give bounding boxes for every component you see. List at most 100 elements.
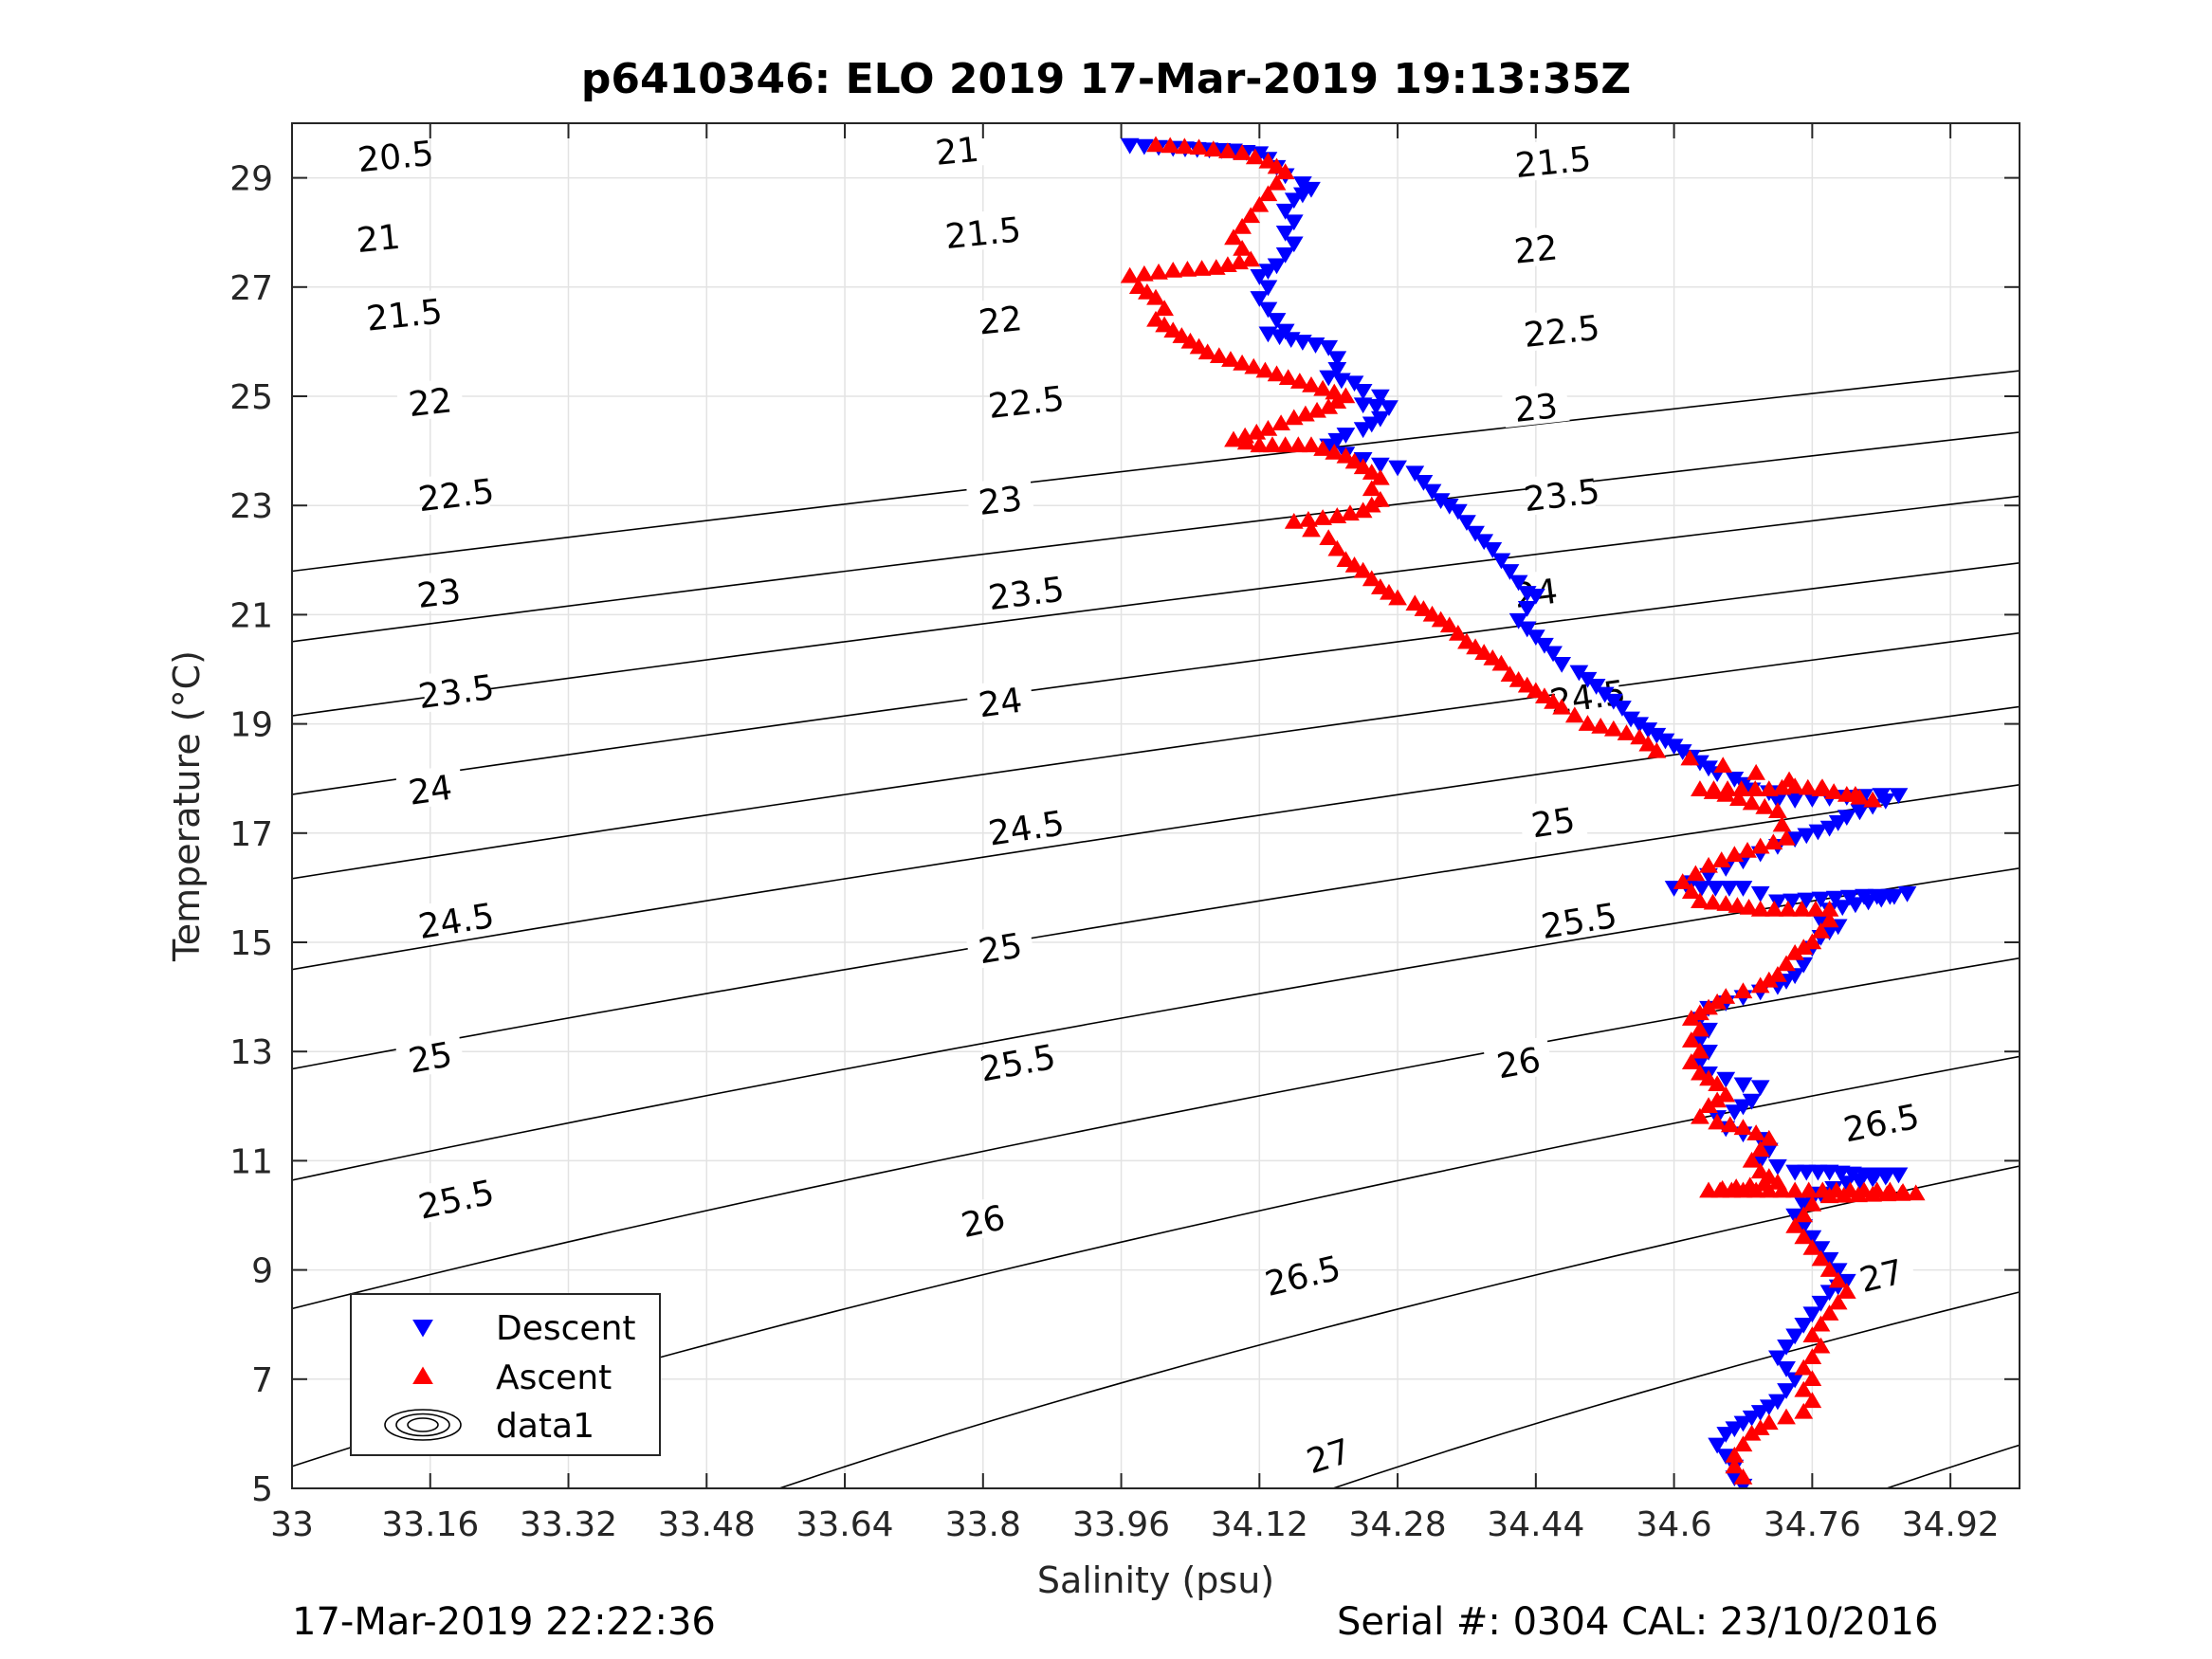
legend-label-data1: data1 bbox=[496, 1407, 594, 1446]
ascent-marker bbox=[1302, 436, 1321, 453]
ascent-marker bbox=[1828, 1293, 1848, 1310]
x-tick-label: 34.12 bbox=[1211, 1505, 1308, 1544]
descent-marker bbox=[1292, 335, 1312, 351]
isopycnal-label-bg bbox=[1291, 1426, 1365, 1482]
ascent-marker bbox=[1708, 1113, 1728, 1130]
ascent-marker bbox=[1146, 136, 1165, 153]
isopycnal-label: 25 bbox=[976, 926, 1025, 972]
descent-marker bbox=[1344, 375, 1364, 392]
ascent-marker bbox=[1819, 911, 1839, 928]
legend-label-descent: Descent bbox=[496, 1309, 636, 1348]
ascent-marker bbox=[1780, 771, 1799, 788]
ascent-marker bbox=[1772, 815, 1792, 832]
ascent-marker bbox=[1284, 512, 1304, 529]
ascent-marker bbox=[1711, 851, 1731, 867]
descent-marker bbox=[1716, 1427, 1736, 1443]
isopycnal-label-bg bbox=[992, 377, 1061, 423]
ascent-marker bbox=[1794, 1228, 1814, 1245]
ascent-marker bbox=[1258, 185, 1278, 202]
ascent-marker bbox=[1691, 1020, 1709, 1037]
descent-marker bbox=[1552, 656, 1572, 673]
ascent-marker bbox=[1319, 529, 1339, 546]
y-tick-label: 25 bbox=[229, 378, 273, 417]
descent-marker bbox=[1267, 313, 1287, 329]
descent-marker bbox=[1306, 337, 1325, 354]
isopycnal-label: 21 bbox=[934, 131, 981, 173]
isopycnal-label-bg bbox=[965, 677, 1035, 723]
ascent-marker bbox=[1163, 261, 1183, 278]
ascent-marker bbox=[1794, 1402, 1814, 1419]
ascent-marker bbox=[1128, 278, 1148, 295]
descent-marker bbox=[1120, 137, 1140, 155]
ascent-marker bbox=[1691, 780, 1709, 796]
ascent-marker bbox=[1258, 420, 1278, 436]
isopycnal-label-bg bbox=[1266, 1248, 1339, 1300]
descent-marker bbox=[1586, 679, 1606, 695]
descent-marker bbox=[1785, 1164, 1805, 1181]
descent-marker bbox=[1768, 1158, 1787, 1176]
isopycnal-label: 22 bbox=[1512, 228, 1560, 271]
isopycnal-label: 26 bbox=[1494, 1041, 1545, 1087]
ascent-marker bbox=[1189, 138, 1209, 155]
descent-marker bbox=[1863, 1171, 1883, 1188]
ascent-marker bbox=[1250, 436, 1270, 453]
x-tick-label: 33.64 bbox=[796, 1505, 894, 1544]
isopycnal-label: 23 bbox=[977, 480, 1024, 523]
ascent-marker bbox=[1233, 239, 1252, 256]
descent-marker bbox=[1777, 1361, 1796, 1377]
descent-marker bbox=[1725, 1104, 1745, 1121]
ascent-marker bbox=[1718, 780, 1737, 796]
ascent-marker bbox=[1680, 749, 1700, 766]
isopycnal-label-bg bbox=[370, 290, 439, 336]
legend-contour-icon bbox=[384, 1409, 462, 1441]
ascent-marker bbox=[1893, 1182, 1912, 1199]
ascent-marker bbox=[1703, 893, 1723, 910]
isopycnal-label-bg bbox=[1544, 894, 1614, 943]
isopycnal-label: 26 bbox=[958, 1198, 1009, 1246]
ascent-marker bbox=[1175, 137, 1195, 155]
descent-marker bbox=[1811, 891, 1831, 908]
descent-marker bbox=[1370, 389, 1390, 406]
y-tick-label: 15 bbox=[229, 924, 273, 963]
ascent-marker bbox=[1712, 1179, 1732, 1196]
x-tick-label: 34.76 bbox=[1764, 1505, 1861, 1544]
ascent-marker bbox=[1811, 1337, 1831, 1354]
descent-marker bbox=[1846, 897, 1865, 914]
ascent-marker bbox=[1802, 1348, 1822, 1365]
x-tick-label: 33.16 bbox=[381, 1505, 479, 1544]
descent-marker bbox=[1768, 1350, 1787, 1367]
ascent-marker bbox=[1224, 228, 1243, 246]
isopycnal-label: 23.5 bbox=[1522, 472, 1601, 520]
x-tick-label: 33 bbox=[270, 1505, 314, 1544]
ascent-marker bbox=[1457, 632, 1476, 649]
isopycnal-label-bg bbox=[421, 894, 491, 943]
ascent-marker bbox=[1362, 570, 1381, 587]
isopycnal-label: 20.5 bbox=[356, 135, 436, 180]
ascent-marker bbox=[1686, 865, 1706, 882]
ascent-marker bbox=[1777, 955, 1796, 972]
isopycnal-label-bg bbox=[946, 1193, 1018, 1245]
ascent-marker bbox=[1405, 594, 1425, 611]
ascent-marker bbox=[1840, 1181, 1860, 1198]
ascent-marker bbox=[1603, 720, 1623, 737]
y-tick-label: 21 bbox=[229, 596, 273, 635]
descent-marker bbox=[1785, 1328, 1805, 1345]
ascent-marker bbox=[1785, 1181, 1805, 1198]
descent-marker bbox=[1708, 1437, 1728, 1454]
descent-marker bbox=[1366, 398, 1386, 415]
isopycnal-label-bg bbox=[965, 295, 1034, 340]
ascent-marker bbox=[1802, 1326, 1822, 1342]
descent-marker bbox=[1885, 888, 1904, 905]
descent-marker bbox=[1733, 881, 1753, 897]
descent-marker bbox=[1750, 1080, 1770, 1097]
descent-marker bbox=[1327, 351, 1347, 368]
isopycnal-label: 22.5 bbox=[416, 472, 496, 520]
isopycnal-label-bg bbox=[1519, 137, 1587, 182]
descent-marker bbox=[1797, 892, 1817, 909]
ascent-marker bbox=[1880, 1181, 1900, 1198]
isopycnal-label-bg bbox=[964, 921, 1035, 971]
ascent-marker bbox=[1233, 144, 1252, 160]
isopycnal-line bbox=[777, 1165, 2020, 1488]
descent-marker bbox=[1405, 465, 1425, 483]
ascent-marker bbox=[1867, 1181, 1887, 1198]
